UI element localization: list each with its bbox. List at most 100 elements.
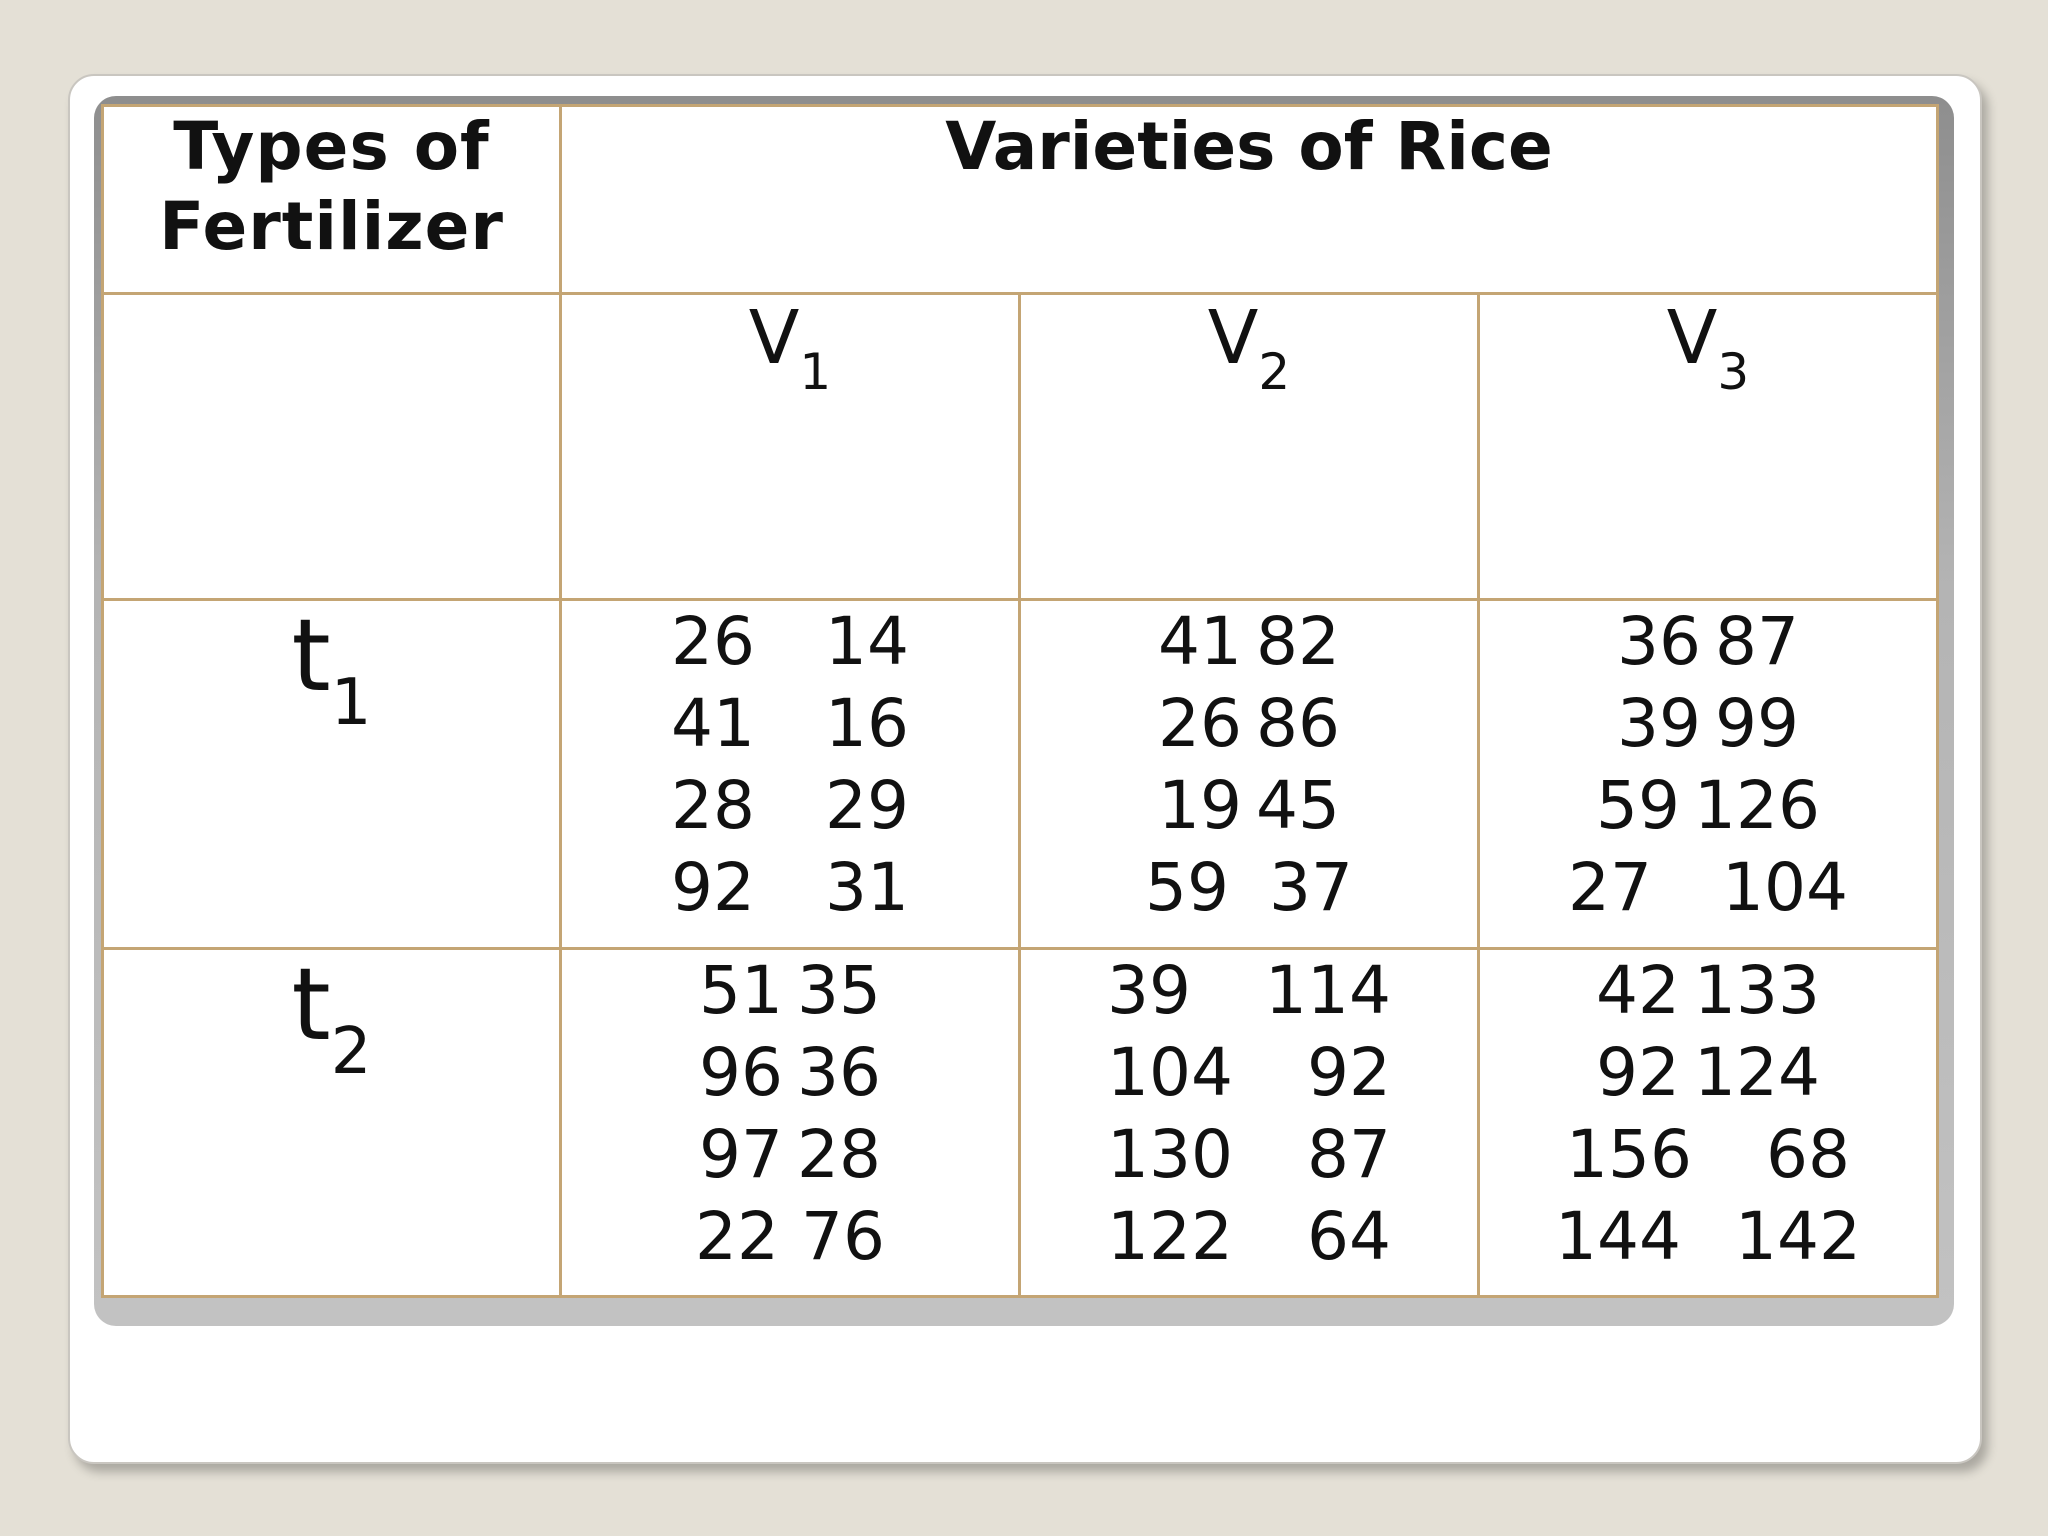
value: 14	[825, 603, 909, 681]
value-pair: 26 86	[1021, 683, 1477, 765]
value: 104	[1107, 1033, 1233, 1111]
value: 59	[1596, 767, 1680, 845]
value-pair: 104 92	[1021, 1032, 1477, 1114]
rice-yield-table: Types of Fertilizer Varieties of Rice V1…	[101, 103, 1940, 1299]
fertilizer-letter: t	[291, 597, 331, 715]
empty-corner-cell	[101, 292, 562, 602]
value: 64	[1307, 1197, 1391, 1275]
fertilizer-row-t1: t1 26 14 41 16 28 29 92 31 41 82 26 86 19 45 59…	[101, 597, 1940, 950]
value: 36	[797, 1033, 881, 1111]
value-pair: 51 35	[562, 950, 1018, 1032]
variety-subscript: 2	[1258, 343, 1291, 402]
value: 133	[1694, 951, 1820, 1029]
header-row: Types of Fertilizer Varieties of Rice	[101, 103, 1940, 296]
value: 59	[1145, 849, 1229, 927]
value: 104	[1722, 849, 1848, 927]
value: 144	[1555, 1197, 1681, 1275]
value: 114	[1265, 951, 1391, 1029]
value: 82	[1256, 603, 1340, 681]
value-pair: 36 87	[1480, 601, 1936, 683]
data-cell-t2-v1: 51 35 96 36 97 28 22 76	[559, 946, 1021, 1299]
data-cell-t1-v3: 36 87 39 99 59 126 27 104	[1476, 598, 1940, 950]
value: 68	[1766, 1115, 1850, 1193]
value-pair: 26 14	[562, 601, 1018, 683]
value-pair: 27 104	[1480, 847, 1936, 929]
fertilizer-label-t2: t2	[101, 946, 562, 1299]
value-pair: 22 76	[562, 1196, 1018, 1278]
variety-header-v3: V3	[1476, 292, 1940, 602]
value: 35	[797, 951, 881, 1029]
variety-row: V1 V2 V3	[101, 292, 1940, 602]
value-pair: 59 126	[1480, 765, 1936, 847]
data-cell-t2-v2: 39 114 104 92 130 87 122 64	[1018, 946, 1480, 1299]
value: 27	[1568, 849, 1652, 927]
value-pair: 41 82	[1021, 601, 1477, 683]
fertilizer-subscript: 2	[330, 1014, 372, 1089]
data-cell-t2-v3: 42 133 92 124 156 68 144 142	[1476, 946, 1940, 1299]
value: 76	[801, 1197, 885, 1275]
value: 96	[699, 1033, 783, 1111]
value: 22	[695, 1197, 779, 1275]
value: 29	[825, 767, 909, 845]
value: 42	[1596, 951, 1680, 1029]
value: 97	[699, 1115, 783, 1193]
fertilizer-row-t2: t2 51 35 96 36 97 28 22 76 39 114 104 92 130 87…	[101, 946, 1940, 1299]
fertilizer-subscript: 1	[330, 666, 372, 741]
value: 19	[1158, 767, 1242, 845]
value: 41	[671, 685, 755, 763]
value: 16	[825, 685, 909, 763]
variety-subscript: 3	[1717, 343, 1750, 402]
value-pair: 42 133	[1480, 950, 1936, 1032]
value-pair: 19 45	[1021, 765, 1477, 847]
value: 130	[1107, 1115, 1233, 1193]
value: 26	[1158, 685, 1242, 763]
value-pair: 156 68	[1480, 1114, 1936, 1196]
value-pair: 130 87	[1021, 1114, 1477, 1196]
variety-letter: V	[1207, 295, 1259, 382]
value-pair: 97 28	[562, 1114, 1018, 1196]
value: 142	[1735, 1197, 1861, 1275]
value-pair: 96 36	[562, 1032, 1018, 1114]
variety-letter: V	[1666, 295, 1718, 382]
value: 28	[797, 1115, 881, 1193]
value: 87	[1307, 1115, 1391, 1193]
value: 28	[671, 767, 755, 845]
value-pair: 41 16	[562, 683, 1018, 765]
value: 156	[1566, 1115, 1692, 1193]
value: 92	[1307, 1033, 1391, 1111]
value: 92	[1596, 1033, 1680, 1111]
varieties-of-rice-header: Varieties of Rice	[558, 103, 1940, 296]
types-header-line2: Fertilizer	[159, 188, 504, 265]
value-pair: 122 64	[1021, 1196, 1477, 1278]
value: 39	[1617, 685, 1701, 763]
value: 86	[1256, 685, 1340, 763]
value: 51	[699, 951, 783, 1029]
value: 92	[671, 849, 755, 927]
value-pair: 92 124	[1480, 1032, 1936, 1114]
value-pair: 28 29	[562, 765, 1018, 847]
variety-header-v2: V2	[1018, 292, 1480, 602]
value-pair: 39 99	[1480, 683, 1936, 765]
value: 36	[1617, 603, 1701, 681]
value: 39	[1107, 951, 1191, 1029]
data-cell-t1-v2: 41 82 26 86 19 45 59 37	[1018, 598, 1480, 950]
value: 99	[1715, 685, 1799, 763]
types-header-line1: Types of	[173, 108, 490, 185]
value: 31	[825, 849, 909, 927]
value: 124	[1694, 1033, 1820, 1111]
variety-header-v1: V1	[559, 292, 1021, 602]
value: 26	[671, 603, 755, 681]
value: 87	[1715, 603, 1799, 681]
fertilizer-label-t1: t1	[101, 597, 562, 950]
value: 37	[1269, 849, 1353, 927]
types-of-fertilizer-header: Types of Fertilizer	[101, 103, 562, 296]
value: 41	[1158, 603, 1242, 681]
variety-subscript: 1	[799, 343, 832, 402]
value-pair: 59 37	[1021, 847, 1477, 929]
data-cell-t1-v1: 26 14 41 16 28 29 92 31	[559, 598, 1021, 950]
value-pair: 92 31	[562, 847, 1018, 929]
value-pair: 144 142	[1480, 1196, 1936, 1278]
variety-letter: V	[748, 295, 800, 382]
value: 126	[1694, 767, 1820, 845]
value-pair: 39 114	[1021, 950, 1477, 1032]
